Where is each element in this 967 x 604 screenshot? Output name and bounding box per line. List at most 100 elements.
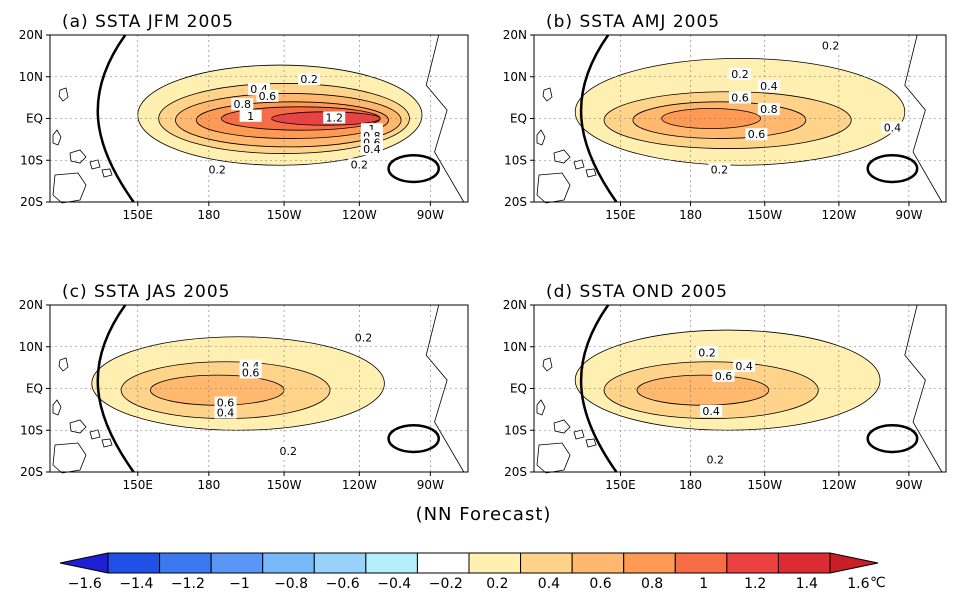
lat-tick-label: 10N bbox=[19, 70, 43, 84]
colorbar-label: −1.4 bbox=[119, 576, 153, 592]
contour-label-bg bbox=[745, 128, 768, 141]
colorbar-swatch bbox=[210, 552, 264, 574]
contour-label-bg bbox=[214, 406, 237, 419]
contour-label-bg bbox=[206, 163, 229, 176]
zero-contour-loop bbox=[387, 423, 440, 454]
colorbar-label: −1.2 bbox=[171, 576, 205, 592]
lat-tick-label: 20S bbox=[20, 195, 43, 209]
contour-label: 0.2 bbox=[300, 73, 318, 86]
american-coastline bbox=[425, 34, 465, 203]
colorbar: −1.6 −1.4 −1.2 −1 −0.8 −0.6 −0.4 −0.2 0.2 0.4 0.6 0… bbox=[59, 552, 886, 592]
contour-band bbox=[636, 374, 770, 406]
lat-tick-label: 10S bbox=[504, 423, 527, 437]
contour-label: 0.6 bbox=[242, 366, 260, 379]
lon-tick-label: 180 bbox=[679, 208, 702, 222]
contour-label: 0.4 bbox=[735, 360, 753, 373]
contour-label-bg bbox=[708, 163, 731, 176]
panel-title: (c) SSTA JAS 2005 bbox=[62, 282, 231, 302]
lat-tick-label: 10N bbox=[503, 340, 527, 354]
colorbar-arrow-high bbox=[829, 552, 879, 574]
lon-tick-label: 90W bbox=[417, 208, 444, 222]
colorbar-label: 0.4 bbox=[538, 576, 560, 592]
lat-tick-label: 10S bbox=[20, 153, 43, 167]
colorbar-swatch bbox=[262, 552, 315, 574]
lat-tick-label: 20N bbox=[19, 298, 43, 312]
colorbar-label: 1.6 bbox=[847, 576, 869, 592]
anomaly-contours bbox=[574, 57, 906, 166]
colorbar-label: 0.8 bbox=[641, 576, 663, 592]
contour-label: 0.2 bbox=[822, 40, 840, 53]
contour-label-bg bbox=[733, 359, 756, 372]
lat-tick-label: 20N bbox=[503, 298, 527, 312]
contour-label: 0.8 bbox=[234, 98, 252, 111]
contour-label-bg bbox=[352, 331, 375, 344]
colorbar-swatch bbox=[107, 552, 161, 574]
contour-label-bg bbox=[729, 68, 751, 81]
contour-label-bg bbox=[231, 98, 254, 111]
map-panel: 0.20.40.60.81 1.210.80.60.40.20.2(a) SSTA… bbox=[19, 12, 469, 222]
panel-title: (d) SSTA OND 2005 bbox=[546, 282, 728, 302]
lat-tick-label: EQ bbox=[26, 112, 43, 126]
lon-tick-label: 150E bbox=[123, 478, 154, 492]
zero-contour-loop bbox=[866, 423, 919, 454]
contour-label-bg bbox=[239, 366, 262, 379]
contour-label-bg bbox=[881, 121, 904, 134]
contour-label-bg bbox=[277, 444, 300, 457]
contour-label-bg bbox=[298, 73, 321, 86]
colorbar-label: −0.4 bbox=[377, 576, 411, 592]
contour-label: 0.4 bbox=[702, 405, 720, 418]
contour-label-bg bbox=[819, 39, 842, 52]
contour-label-bg bbox=[360, 143, 383, 156]
colorbar-label: −0.8 bbox=[274, 576, 308, 592]
lon-tick-label: 150W bbox=[267, 208, 302, 222]
contour-label: 0.2 bbox=[711, 163, 729, 176]
lon-tick-label: 180 bbox=[197, 208, 220, 222]
zero-contour bbox=[96, 34, 135, 203]
contour-label-bg bbox=[214, 396, 237, 409]
colorbar-arrow-low bbox=[59, 552, 109, 574]
lat-tick-label: EQ bbox=[510, 112, 527, 126]
panel-title: (a) SSTA JFM 2005 bbox=[62, 12, 234, 32]
colorbar-swatch bbox=[159, 552, 212, 574]
colorbar-label: 1.4 bbox=[796, 576, 818, 592]
anomaly-contours bbox=[91, 336, 385, 431]
contour-label-bg bbox=[757, 79, 780, 92]
lat-tick-label: 20N bbox=[503, 28, 527, 42]
contour-label: 0.2 bbox=[351, 158, 369, 171]
lat-tick-label: 10N bbox=[503, 70, 527, 84]
figure-caption: (NN Forecast) bbox=[415, 504, 552, 525]
lon-tick-label: 150W bbox=[747, 208, 782, 222]
colorbar-label: −0.2 bbox=[429, 576, 463, 592]
contour-label: 0.6 bbox=[715, 370, 733, 383]
zero-contour bbox=[579, 34, 618, 203]
colorbar-swatch bbox=[674, 552, 728, 574]
colorbar-swatch bbox=[571, 552, 625, 574]
colorbar-label: −0.6 bbox=[326, 576, 360, 592]
contour-label: 0.6 bbox=[217, 397, 235, 410]
colorbar-swatch bbox=[365, 552, 418, 574]
lon-tick-label: 120W bbox=[342, 478, 377, 492]
lon-tick-label: 150E bbox=[123, 208, 154, 222]
colorbar-label: 1 bbox=[699, 576, 708, 592]
colorbar-swatch bbox=[520, 552, 573, 574]
contour-label-bg bbox=[757, 103, 780, 116]
panel-title: (b) SSTA AMJ 2005 bbox=[546, 12, 720, 32]
colorbar-unit: ℃ bbox=[870, 575, 886, 591]
lon-tick-label: 150W bbox=[747, 478, 782, 492]
contour-label: 0.6 bbox=[748, 128, 766, 141]
contour-label-bg bbox=[700, 404, 723, 417]
american-coastline bbox=[904, 34, 943, 203]
colorbar-swatch bbox=[468, 552, 522, 574]
colorbar-label: 1.2 bbox=[744, 576, 766, 592]
contour-label: 0.4 bbox=[363, 143, 381, 156]
contour-label: 0.8 bbox=[760, 103, 778, 116]
contour-label-bg bbox=[256, 89, 279, 102]
contour-label-bg bbox=[696, 346, 719, 359]
contour-label-bg bbox=[323, 111, 346, 124]
contour-label-bg bbox=[729, 91, 751, 104]
colorbar-swatch bbox=[623, 552, 676, 574]
colorbar-swatch bbox=[416, 552, 470, 574]
lon-tick-label: 120W bbox=[821, 208, 856, 222]
american-coastline bbox=[425, 304, 465, 473]
lon-tick-label: 120W bbox=[821, 478, 856, 492]
